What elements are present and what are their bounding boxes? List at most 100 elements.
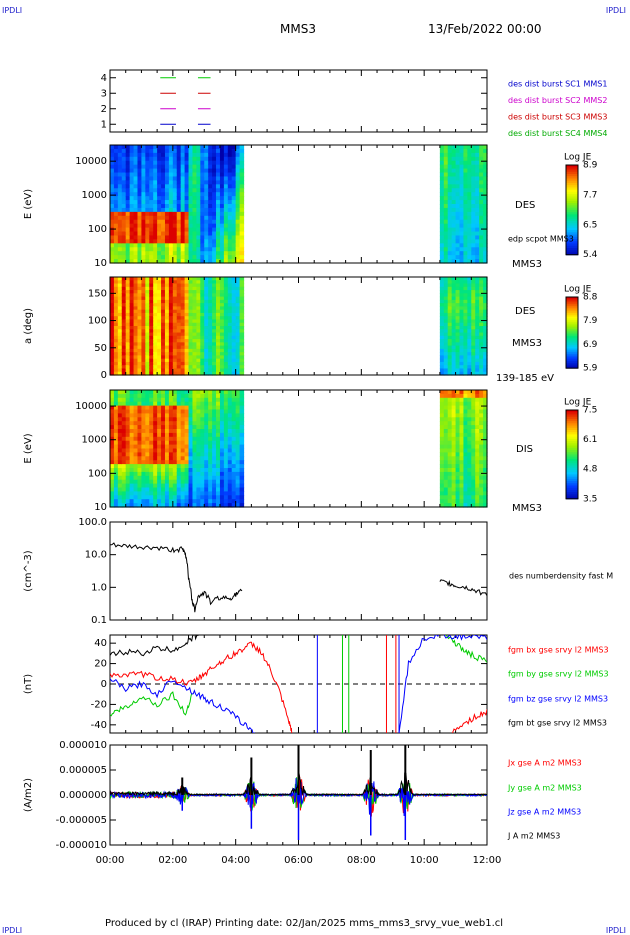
heatmap-cell — [455, 495, 461, 500]
heatmap-cell — [153, 164, 158, 170]
heatmap-cell — [483, 259, 488, 264]
heatmap-cell — [129, 164, 135, 170]
heatmap-cell — [447, 219, 453, 225]
heatmap-cell — [223, 371, 229, 376]
heatmap-cell — [121, 491, 127, 496]
heatmap-cell — [184, 293, 190, 298]
heatmap-cell — [157, 180, 162, 185]
heatmap-cell — [455, 332, 461, 337]
heatmap-cell — [110, 444, 115, 450]
heatmap-cell — [479, 296, 484, 301]
heatmap-cell — [117, 277, 123, 281]
heatmap-cell — [451, 491, 457, 496]
heatmap-cell — [137, 156, 143, 162]
heatmap-cell — [149, 204, 154, 209]
heatmap-cell — [157, 184, 162, 189]
heatmap-cell — [239, 475, 245, 481]
heatmap-cell — [145, 296, 150, 301]
heatmap-cell — [200, 204, 205, 209]
heatmap-cell — [200, 483, 205, 489]
heatmap-cell — [208, 417, 213, 422]
colorbar-cell — [566, 232, 578, 236]
heatmap-cell — [463, 429, 468, 434]
heatmap-cell — [212, 348, 217, 353]
heatmap-cell — [180, 164, 186, 170]
colorbar-cell — [566, 198, 578, 202]
heatmap-cell — [180, 365, 186, 370]
heatmap-cell — [168, 309, 174, 314]
heatmap-cell — [125, 444, 131, 450]
heatmap-cell — [133, 429, 139, 434]
heatmap-cell — [475, 176, 480, 181]
heatmap-cell — [208, 495, 213, 500]
heatmap-cell — [471, 409, 476, 414]
heatmap-cell — [133, 247, 139, 252]
heatmap-cell — [200, 332, 205, 337]
heatmap-cell — [459, 487, 465, 492]
heatmap-cell — [141, 251, 146, 256]
heatmap-cell — [223, 393, 229, 399]
heatmap-cell — [172, 290, 178, 294]
heatmap-cell — [176, 312, 182, 317]
heatmap-cell — [113, 326, 119, 330]
heatmap-cell — [208, 280, 213, 285]
heatmap-cell — [479, 390, 484, 395]
heatmap-cell — [157, 235, 162, 240]
heatmap-cell — [149, 188, 154, 193]
heatmap-cell — [439, 207, 445, 213]
heatmap-cell — [451, 164, 457, 170]
heatmap-cell — [125, 280, 131, 285]
heatmap-cell — [196, 471, 201, 477]
heatmap-cell — [463, 176, 468, 181]
colorbar-tick-2: 7.9 — [583, 316, 598, 326]
heatmap-cell — [212, 491, 217, 496]
heatmap-cell — [443, 184, 449, 189]
heatmap-cell — [455, 503, 461, 508]
heatmap-cell — [208, 192, 213, 197]
heatmap-cell — [125, 471, 131, 477]
heatmap-cell — [443, 192, 449, 197]
heatmap-cell — [227, 215, 233, 221]
heatmap-cell — [439, 371, 445, 376]
heatmap-cell — [125, 227, 131, 233]
heatmap-cell — [133, 322, 139, 327]
heatmap-cell — [188, 306, 194, 311]
heatmap-cell — [439, 456, 445, 461]
heatmap-cell — [235, 471, 241, 477]
heatmap-cell — [125, 393, 131, 399]
heatmap-cell — [471, 164, 476, 170]
heatmap-cell — [219, 319, 225, 324]
heatmap-cell — [447, 235, 453, 240]
heatmap-cell — [475, 429, 480, 434]
heatmap-cell — [463, 293, 468, 298]
heatmap-cell — [161, 160, 166, 166]
heatmap-cell — [204, 243, 209, 248]
heatmap-cell — [231, 352, 237, 356]
heatmap-cell — [141, 332, 146, 337]
heatmap-cell — [471, 432, 476, 438]
heatmap-cell — [439, 280, 445, 285]
heatmap-cell — [239, 503, 245, 508]
heatmap-cell — [153, 348, 158, 353]
heatmap-cell — [463, 215, 468, 221]
heatmap-cell — [231, 200, 237, 205]
heatmap-cell — [223, 296, 229, 301]
heatmap-cell — [149, 200, 154, 205]
heatmap-cell — [133, 448, 139, 453]
heatmap-cell — [121, 326, 127, 330]
heatmap-cell — [459, 409, 465, 414]
heatmap-cell — [180, 306, 186, 311]
heatmap-cell — [157, 316, 162, 321]
heatmap-cell — [125, 483, 131, 489]
heatmap-cell — [223, 471, 229, 477]
heatmap-cell — [475, 329, 480, 334]
heatmap-cell — [451, 277, 457, 281]
heatmap-cell — [223, 495, 229, 500]
heatmap-cell — [439, 468, 445, 473]
heatmap-cell — [204, 227, 209, 233]
heatmap-cell — [459, 436, 465, 442]
heatmap-cell — [172, 319, 178, 324]
heatmap-cell — [129, 460, 135, 465]
heatmap-cell — [157, 444, 162, 450]
heatmap-cell — [157, 145, 162, 150]
